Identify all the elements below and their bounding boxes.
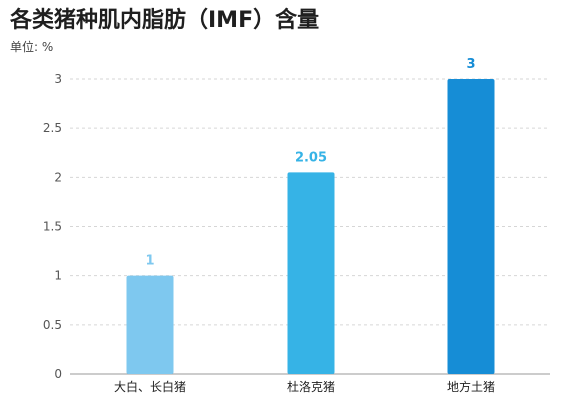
category-label: 杜洛克猪 — [287, 379, 335, 394]
y-tick-label: 1 — [54, 269, 62, 283]
bar — [447, 79, 495, 374]
bar — [126, 275, 174, 374]
unit-label: 单位: % — [10, 40, 54, 54]
y-tick-label: 3 — [54, 72, 62, 86]
category-label: 地方土猪 — [447, 379, 495, 394]
y-tick-label: 0 — [54, 367, 62, 381]
y-tick-label: 2 — [54, 170, 62, 184]
y-tick-label: 2.5 — [43, 121, 62, 135]
bar — [287, 172, 335, 374]
data-label: 1 — [145, 254, 154, 269]
chart-title: 各类猪种肌内脂肪（IMF）含量 — [10, 8, 320, 33]
data-label: 2.05 — [295, 150, 327, 165]
category-label: 大白、长白猪 — [114, 379, 186, 394]
y-tick-label: 0.5 — [43, 318, 62, 332]
data-label: 3 — [466, 57, 475, 72]
y-tick-label: 1.5 — [43, 220, 62, 234]
